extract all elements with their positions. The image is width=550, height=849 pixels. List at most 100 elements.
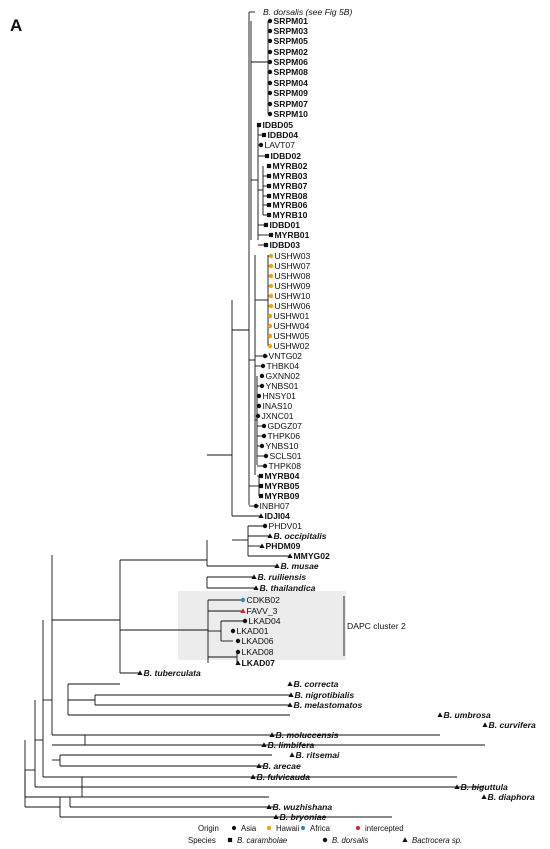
tip-label: B. diaphora bbox=[488, 792, 535, 802]
panel-letter: A bbox=[10, 16, 22, 35]
legend-triangle-marker bbox=[402, 837, 408, 842]
tip-label: IDBD05 bbox=[263, 120, 294, 130]
tip-label: THPK06 bbox=[268, 431, 301, 441]
tip-label: USHW10 bbox=[275, 291, 311, 301]
circle-marker bbox=[268, 273, 274, 279]
legend-origin-label: Asia bbox=[241, 824, 257, 833]
tip-label: B. fulvicauda bbox=[257, 772, 311, 782]
tip-label: MYRB08 bbox=[273, 191, 308, 201]
dapc-cluster-box bbox=[178, 591, 346, 660]
circle-marker bbox=[261, 433, 267, 439]
triangle-marker bbox=[287, 702, 293, 707]
tip-label: YNBS01 bbox=[266, 381, 299, 391]
tip-label: SRPM08 bbox=[274, 67, 309, 77]
square-marker bbox=[258, 473, 264, 479]
legend: Origin Species Asia Hawaii Africa intercept… bbox=[188, 824, 462, 845]
square-marker bbox=[261, 132, 267, 138]
square-marker bbox=[266, 202, 272, 208]
tip-label: PHDV01 bbox=[269, 521, 303, 531]
circle-marker bbox=[267, 343, 273, 349]
tip-label: SRPM10 bbox=[274, 109, 309, 119]
tip-label: USHW01 bbox=[274, 311, 310, 321]
tip-label: SRPM02 bbox=[274, 47, 309, 57]
square-marker bbox=[268, 232, 274, 238]
triangle-marker bbox=[250, 774, 256, 779]
circle-marker bbox=[267, 323, 273, 329]
tip-label: MYRB06 bbox=[273, 200, 308, 210]
circle-marker bbox=[260, 363, 266, 369]
legend-origin-label: intercepted bbox=[365, 824, 404, 833]
triangle-marker bbox=[287, 553, 293, 558]
legend-origin-swatch bbox=[355, 825, 361, 831]
tip-label: INBH07 bbox=[260, 501, 290, 511]
tip-label: SRPM07 bbox=[274, 99, 309, 109]
tip-label: USHW06 bbox=[275, 301, 311, 311]
circle-marker bbox=[262, 353, 268, 359]
legend-origin-swatch bbox=[300, 825, 306, 831]
tip-label: LKAD06 bbox=[242, 636, 274, 646]
tip-label: B. moluccensis bbox=[276, 730, 339, 740]
square-marker bbox=[258, 483, 264, 489]
circle-marker bbox=[268, 303, 274, 309]
legend-origin-label: Hawaii bbox=[276, 824, 300, 833]
tip-label: B. arecae bbox=[263, 761, 301, 771]
tip-label: B. thailandica bbox=[260, 583, 316, 593]
tip-label: B. latifrons bbox=[396, 0, 441, 2]
circle-marker bbox=[262, 523, 268, 529]
circle-marker bbox=[267, 69, 273, 75]
triangle-marker bbox=[287, 681, 293, 686]
tip-label: B. melastomatos bbox=[294, 700, 363, 710]
triangle-marker bbox=[437, 712, 443, 717]
circle-marker bbox=[267, 18, 273, 24]
tip-label: LKAD08 bbox=[242, 647, 274, 657]
tip-label: PHDM09 bbox=[266, 541, 301, 551]
square-marker bbox=[266, 163, 272, 169]
triangle-marker bbox=[274, 563, 280, 568]
tip-label: B. correcta bbox=[294, 679, 339, 689]
tip-label: B. limbifera bbox=[268, 740, 315, 750]
triangle-marker bbox=[261, 742, 267, 747]
square-marker bbox=[264, 153, 270, 159]
circle-marker bbox=[261, 423, 267, 429]
tip-label: MYRB02 bbox=[273, 161, 308, 171]
triangle-marker bbox=[266, 804, 272, 809]
tip-label: VNTG02 bbox=[269, 351, 303, 361]
square-marker bbox=[256, 122, 262, 128]
legend-square-marker bbox=[227, 837, 233, 843]
triangle-marker bbox=[256, 763, 262, 768]
circle-marker bbox=[267, 333, 273, 339]
tip-label: GXNN02 bbox=[266, 371, 301, 381]
legend-origin-swatch bbox=[266, 825, 272, 831]
circle-marker bbox=[268, 263, 274, 269]
circle-marker bbox=[242, 618, 248, 624]
tip-label: SRPM01 bbox=[274, 16, 309, 26]
triangle-marker bbox=[267, 533, 273, 538]
tip-label: B. nigrotibialis bbox=[295, 690, 355, 700]
tip-label: IDBD01 bbox=[270, 220, 301, 230]
tip-label: MYRB04 bbox=[265, 471, 300, 481]
triangle-marker bbox=[269, 732, 275, 737]
tip-label: SRPM03 bbox=[274, 26, 309, 36]
tip-label: B. dorsalis (see Fig 5B) bbox=[263, 7, 352, 17]
square-marker bbox=[258, 493, 264, 499]
triangle-marker bbox=[259, 543, 265, 548]
circle-marker bbox=[267, 90, 273, 96]
tip-label: MMYG02 bbox=[294, 551, 331, 561]
tip-label: B. biguttula bbox=[461, 782, 508, 792]
square-marker bbox=[266, 183, 272, 189]
circle-marker bbox=[267, 59, 273, 65]
tip-label: USHW09 bbox=[275, 281, 311, 291]
tip-label: INAS10 bbox=[263, 401, 293, 411]
circle-marker bbox=[235, 649, 241, 655]
tip-label: MYRB03 bbox=[273, 171, 308, 181]
tip-label: THBK04 bbox=[267, 361, 300, 371]
circle-marker bbox=[240, 597, 246, 603]
triangle-marker bbox=[251, 574, 257, 579]
tip-label: LKAD01 bbox=[237, 626, 269, 636]
tip-label: USHW03 bbox=[275, 251, 311, 261]
tip-label: MYRB01 bbox=[275, 230, 310, 240]
tip-label: SRPM04 bbox=[274, 78, 309, 88]
triangle-marker bbox=[240, 608, 246, 613]
legend-species-label: B. carambolae bbox=[237, 836, 288, 845]
tip-label: USHW05 bbox=[274, 331, 310, 341]
